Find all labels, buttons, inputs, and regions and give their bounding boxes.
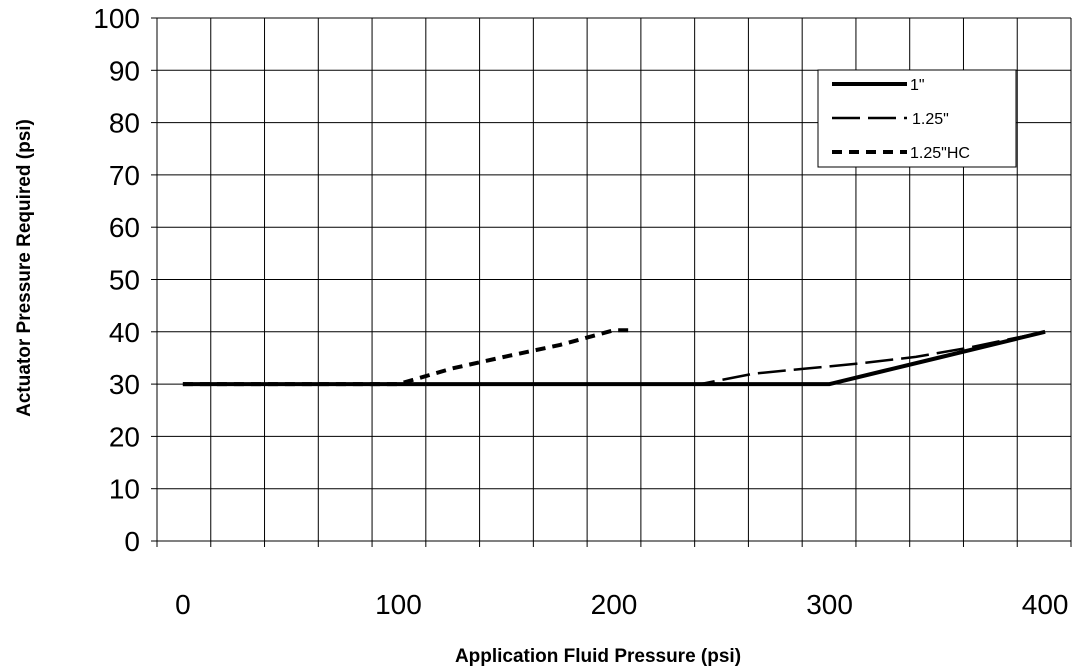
chart-axes — [151, 17, 1072, 547]
legend-label-1in: 1" — [910, 77, 925, 94]
series-line-1-25in — [182, 330, 1046, 386]
y-tick-label: 90 — [109, 55, 140, 86]
y-tick-label: 0 — [124, 526, 140, 557]
legend-label-125in: 1.25" — [912, 111, 949, 128]
y-tick-label: 40 — [109, 317, 140, 348]
y-tick-label: 20 — [109, 421, 140, 452]
series-line-1-25inhc — [182, 328, 630, 387]
series-lines — [182, 328, 1046, 387]
x-tick-label: 100 — [375, 589, 422, 620]
x-tick-label: 300 — [806, 589, 853, 620]
x-tick-label: 400 — [1022, 589, 1069, 620]
y-tick-label: 10 — [109, 474, 140, 505]
y-tick-label: 70 — [109, 160, 140, 191]
y-axis-title: Actuator Pressure Required (psi) — [14, 119, 35, 417]
y-tick-label: 80 — [109, 108, 140, 139]
x-tick-label: 200 — [591, 589, 638, 620]
x-axis-title: Application Fluid Pressure (psi) — [455, 646, 741, 667]
y-tick-label: 60 — [109, 212, 140, 243]
y-tick-label: 50 — [109, 265, 140, 296]
grid-lines — [157, 17, 1072, 541]
y-tick-label: 30 — [109, 369, 140, 400]
y-tick-label: 100 — [93, 3, 140, 34]
legend-label-125hc: 1.25"HC — [910, 145, 970, 162]
x-tick-labels: 0 100 200 300 400 — [175, 589, 1068, 620]
legend: 1" 1.25" 1.25"HC — [817, 69, 1017, 168]
x-tick-label: 0 — [175, 589, 191, 620]
y-tick-labels: 0 10 20 30 40 50 60 70 80 90 100 — [93, 3, 140, 557]
